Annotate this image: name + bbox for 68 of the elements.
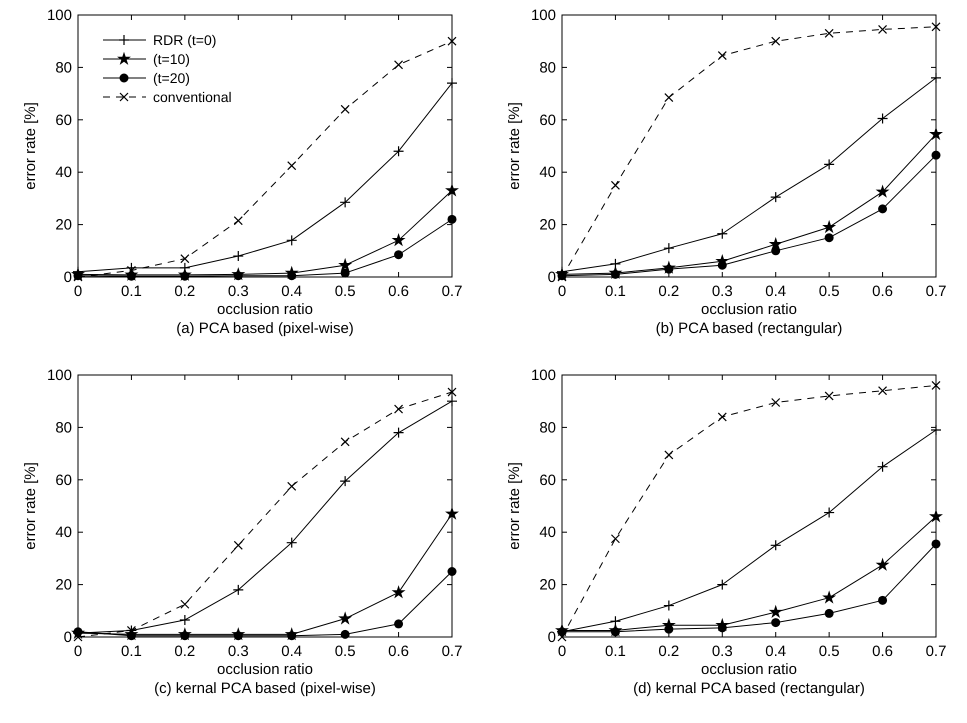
y-tick-label: 100 <box>46 367 72 384</box>
y-tick-label: 100 <box>46 7 72 24</box>
x-tick-label: 0.1 <box>121 283 142 300</box>
x-tick-label: 0.7 <box>926 643 946 660</box>
y-axis-title: error rate [%] <box>506 102 523 190</box>
x-axis-title: occlusion ratio <box>701 661 797 678</box>
x-tick-label: 0.7 <box>926 283 946 300</box>
y-tick-label: 40 <box>539 524 556 542</box>
y-tick-label: 0 <box>64 629 72 646</box>
y-tick-label: 60 <box>55 112 72 129</box>
x-tick-label: 0.4 <box>765 283 786 300</box>
y-tick-label: 80 <box>55 419 72 436</box>
x-tick-label: 0.2 <box>174 283 196 300</box>
y-tick-label: 0 <box>64 269 72 286</box>
y-axis-title: error rate [%] <box>506 462 523 550</box>
y-tick-label: 60 <box>55 472 72 489</box>
x-tick-label: 0.6 <box>388 643 409 660</box>
x-axis-title: occlusion ratio <box>217 661 313 678</box>
y-tick-label: 100 <box>530 367 556 384</box>
legend-label: (t=20) <box>153 70 190 86</box>
legend-label: conventional <box>153 89 232 105</box>
x-tick-label: 0.5 <box>818 643 840 660</box>
legend-label: RDR (t=0) <box>153 32 216 48</box>
x-tick-label: 0.2 <box>658 643 680 660</box>
x-tick-label: 0.4 <box>281 283 302 300</box>
y-tick-label: 20 <box>539 216 556 234</box>
y-tick-label: 80 <box>539 419 556 436</box>
x-tick-label: 0.2 <box>174 643 196 660</box>
x-tick-label: 0.3 <box>712 643 733 660</box>
y-tick-label: 40 <box>55 164 72 182</box>
x-tick-label: 0.1 <box>605 283 626 300</box>
text: (d) kernal PCA based (rectangular) <box>633 680 865 697</box>
x-tick-label: 0.1 <box>605 643 626 660</box>
x-axis-title: occlusion ratio <box>701 301 797 318</box>
y-tick-label: 80 <box>539 59 556 76</box>
x-axis-title: occlusion ratio <box>217 301 313 318</box>
y-tick-label: 20 <box>55 216 72 234</box>
y-tick-label: 40 <box>55 524 72 542</box>
y-tick-label: 100 <box>530 7 556 24</box>
x-tick-label: 0.3 <box>228 283 249 300</box>
x-tick-label: 0.4 <box>281 643 302 660</box>
y-tick-label: 0 <box>548 269 556 286</box>
x-tick-label: 0.6 <box>872 283 893 300</box>
y-tick-label: 40 <box>539 164 556 182</box>
y-tick-label: 20 <box>539 576 556 594</box>
legend-label: (t=10) <box>153 51 190 67</box>
y-axis-title: error rate [%] <box>22 102 39 190</box>
x-tick-label: 0.6 <box>872 643 893 660</box>
x-tick-label: 0.5 <box>334 283 356 300</box>
y-axis-title: error rate [%] <box>22 462 39 550</box>
x-tick-label: 0.7 <box>442 283 462 300</box>
x-tick-label: 0.7 <box>442 643 462 660</box>
text: (b) PCA based (rectangular) <box>656 320 842 337</box>
y-tick-label: 20 <box>55 576 72 594</box>
x-tick-label: 0.5 <box>334 643 356 660</box>
x-tick-label: 0.1 <box>121 643 142 660</box>
x-tick-label: 0.2 <box>658 283 680 300</box>
y-tick-label: 60 <box>539 472 556 489</box>
x-tick-label: 0.6 <box>388 283 409 300</box>
y-tick-label: 80 <box>55 59 72 76</box>
text: (c) kernal PCA based (pixel-wise) <box>154 680 376 697</box>
y-tick-label: 0 <box>548 629 556 646</box>
y-tick-label: 60 <box>539 112 556 129</box>
x-tick-label: 0.4 <box>765 643 786 660</box>
x-tick-label: 0.3 <box>712 283 733 300</box>
x-tick-label: 0.5 <box>818 283 840 300</box>
text: (a) PCA based (pixel-wise) <box>176 320 354 337</box>
x-tick-label: 0.3 <box>228 643 249 660</box>
